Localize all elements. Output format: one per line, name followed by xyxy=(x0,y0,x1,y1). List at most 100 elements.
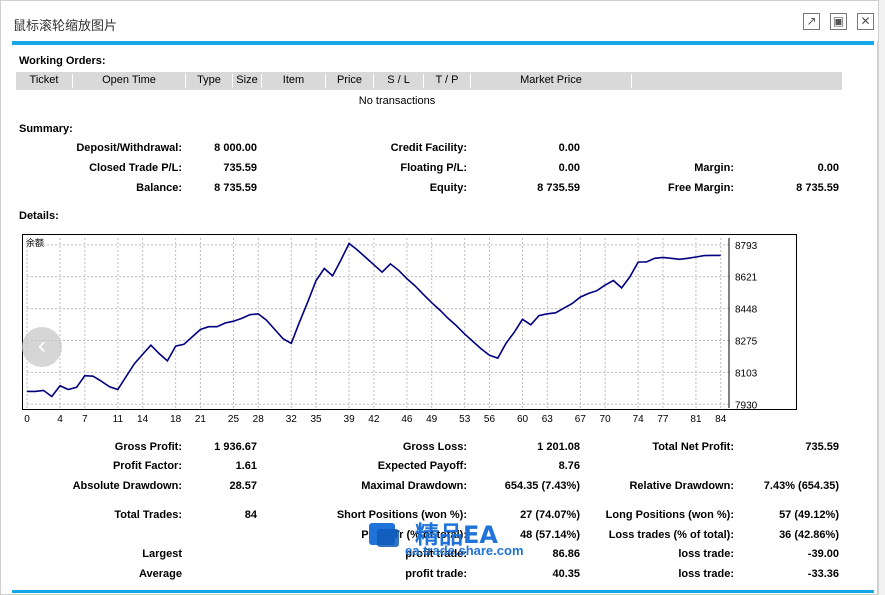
profit-factor-value: 1.61 xyxy=(235,460,257,472)
col-price: Price xyxy=(326,74,374,88)
chart-x-tick-label: 11 xyxy=(112,414,124,425)
maximize-icon[interactable]: ▣ xyxy=(830,13,847,30)
watermark-logo-shadow-icon xyxy=(377,529,399,547)
equity-label: Equity: xyxy=(429,182,467,194)
gross-profit-value: 1 936.67 xyxy=(214,441,257,453)
chart-x-tick-label: 77 xyxy=(657,414,669,425)
deposit-value: 8 000.00 xyxy=(214,142,257,154)
watermark-brand: 精品EA xyxy=(415,521,498,549)
relative-drawdown-value: 7.43% (654.35) xyxy=(763,480,839,492)
absolute-drawdown-label: Absolute Drawdown: xyxy=(72,480,182,492)
loss-trades-label: Loss trades (% of total): xyxy=(608,529,734,541)
chart-x-tick-label: 35 xyxy=(310,414,322,425)
col-item: Item xyxy=(262,74,326,88)
chart-y-tick-label: 8275 xyxy=(735,337,758,348)
expected-payoff-label: Expected Payoff: xyxy=(377,460,467,472)
col-ticket: Ticket xyxy=(16,74,73,88)
chart-x-tick-label: 49 xyxy=(426,414,438,425)
credit-value: 0.00 xyxy=(558,142,580,154)
details-title: Details: xyxy=(19,210,59,222)
chart-x-tick-label: 7 xyxy=(82,414,88,425)
total-net-profit-value: 735.59 xyxy=(805,441,839,453)
absolute-drawdown-value: 28.57 xyxy=(229,480,257,492)
chart-x-tick-label: 74 xyxy=(632,414,644,425)
average-loss-label: loss trade: xyxy=(678,568,734,580)
working-orders-title: Working Orders: xyxy=(19,55,106,67)
short-positions-value: 27 (74.07%) xyxy=(520,509,580,521)
average-loss-value: -33.36 xyxy=(807,568,839,580)
floating-pl-value: 0.00 xyxy=(558,162,580,174)
loss-trades-value: 36 (42.86%) xyxy=(779,529,839,541)
popout-icon[interactable]: ↗ xyxy=(803,13,820,30)
background-edge xyxy=(878,0,885,595)
largest-loss-label: loss trade: xyxy=(678,548,734,560)
title-bar: 鼠标滚轮缩放图片 ↗ ▣ ✕ xyxy=(1,1,879,41)
deposit-label: Deposit/Withdrawal: xyxy=(76,142,182,154)
col-open-time: Open Time xyxy=(73,74,186,88)
relative-drawdown-label: Relative Drawdown: xyxy=(629,480,734,492)
accent-bar-bottom xyxy=(12,590,874,593)
col-market-price: Market Price xyxy=(471,74,632,88)
total-trades-label: Total Trades: xyxy=(114,509,182,521)
accent-bar xyxy=(12,41,874,45)
free-margin-value: 8 735.59 xyxy=(796,182,839,194)
expected-payoff-value: 8.76 xyxy=(558,460,580,472)
window-title: 鼠标滚轮缩放图片 xyxy=(13,19,118,34)
profit-factor-label: Profit Factor: xyxy=(112,460,182,472)
chart-y-tick-label: 7930 xyxy=(735,400,758,411)
prev-image-button[interactable]: ‹ xyxy=(22,327,62,367)
chart-x-tick-label: 32 xyxy=(285,414,297,425)
total-net-profit-label: Total Net Profit: xyxy=(652,441,734,453)
chart-x-tick-label: 39 xyxy=(343,414,355,425)
largest-loss-value: -39.00 xyxy=(807,548,839,560)
col-type: Type xyxy=(186,74,233,88)
chart-y-tick-label: 8103 xyxy=(735,368,758,379)
col-sl: S / L xyxy=(374,74,424,88)
profit-trades-value: 48 (57.14%) xyxy=(520,529,580,541)
largest-profit-label: profit trade: xyxy=(405,548,467,560)
chart-x-tick-label: 46 xyxy=(401,414,413,425)
chart-x-tick-label: 67 xyxy=(574,414,586,425)
largest-label: Largest xyxy=(142,548,182,560)
col-size: Size xyxy=(233,74,262,88)
chart-x-tick-label: 81 xyxy=(690,414,702,425)
balance-chart-svg: 7930 8103 8275 8448 8621 8793 余额 xyxy=(26,237,758,411)
chart-x-tick-label: 60 xyxy=(516,414,529,425)
no-transactions-text: No transactions xyxy=(358,95,436,107)
summary-title: Summary: xyxy=(19,123,73,135)
maximal-drawdown-value: 654.35 (7.43%) xyxy=(504,480,580,492)
largest-profit-value: 86.86 xyxy=(552,548,580,560)
chart-x-tick-label: 4 xyxy=(57,414,63,425)
floating-pl-label: Floating P/L: xyxy=(400,162,467,174)
chart-title: 余额 xyxy=(26,237,44,249)
report-content: Working Orders: Ticket Open Time Type Si… xyxy=(12,45,874,590)
close-icon[interactable]: ✕ xyxy=(857,13,874,30)
total-trades-value: 84 xyxy=(244,509,257,521)
chart-x-tick-label: 0 xyxy=(24,414,30,425)
chart-series-line-balance xyxy=(27,242,721,398)
chart-x-tick-label: 21 xyxy=(194,414,206,425)
chart-x-tick-label: 42 xyxy=(368,414,380,425)
chart-x-tick-label: 63 xyxy=(541,414,553,425)
margin-label: Margin: xyxy=(694,162,734,174)
chart-x-tick-label: 84 xyxy=(715,414,727,425)
short-positions-label: Short Positions (won %): xyxy=(336,509,467,521)
credit-label: Credit Facility: xyxy=(390,142,467,154)
margin-value: 0.00 xyxy=(817,162,839,174)
gross-loss-value: 1 201.08 xyxy=(537,441,580,453)
free-margin-label: Free Margin: xyxy=(667,182,734,194)
long-positions-label: Long Positions (won %): xyxy=(605,509,734,521)
chart-x-tick-label: 25 xyxy=(227,414,240,425)
balance-label: Balance: xyxy=(136,182,182,194)
closed-pl-label: Closed Trade P/L: xyxy=(89,162,182,174)
chart-y-tick-label: 8621 xyxy=(735,273,758,284)
chart-x-tick-label: 70 xyxy=(599,414,611,425)
chart-x-tick-label: 18 xyxy=(170,414,182,425)
col-tp: T / P xyxy=(424,74,471,88)
watermark-site: ea.trade.share.com xyxy=(405,543,524,558)
gross-profit-label: Gross Profit: xyxy=(114,441,182,453)
chart-x-tick-label: 28 xyxy=(252,414,264,425)
maximal-drawdown-label: Maximal Drawdown: xyxy=(361,480,467,492)
balance-chart: 7930 8103 8275 8448 8621 8793 余额 xyxy=(22,234,797,411)
average-label: Average xyxy=(138,568,182,580)
